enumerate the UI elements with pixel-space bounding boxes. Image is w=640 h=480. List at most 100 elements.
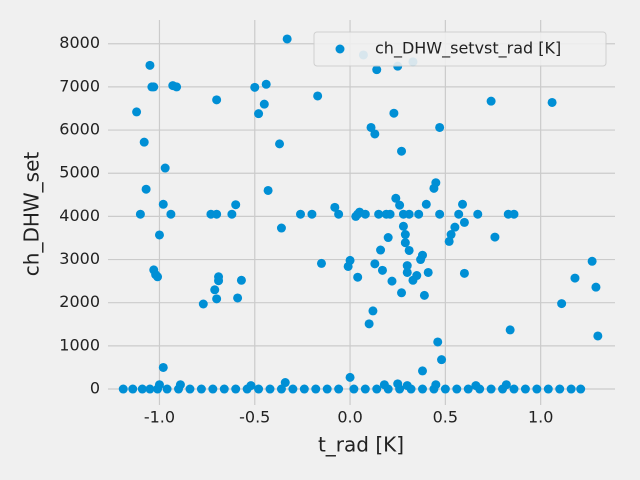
scatter-point [311, 384, 321, 394]
y-tick-label: 5000 [59, 163, 100, 182]
scatter-point [282, 34, 292, 44]
scatter-point [391, 193, 401, 203]
scatter-point [452, 384, 462, 394]
scatter-point [349, 384, 359, 394]
scatter-point [435, 209, 445, 219]
scatter-point [385, 209, 395, 219]
scatter-point [417, 250, 427, 260]
scatter-point [236, 275, 246, 285]
scatter-point [383, 233, 393, 243]
scatter-point [141, 184, 151, 194]
scatter-point [440, 384, 450, 394]
scatter-point [417, 384, 427, 394]
scatter-point [210, 285, 220, 295]
scatter-point [263, 185, 273, 195]
scatter-point [591, 282, 601, 292]
scatter-point [250, 82, 260, 92]
scatter-point [400, 230, 410, 240]
scatter-point [414, 209, 424, 219]
scatter-point [377, 265, 387, 275]
scatter-point [501, 380, 511, 390]
scatter-point [288, 384, 298, 394]
legend-label: ch_DHW_setvst_rad [K] [375, 39, 561, 59]
y-tick-label: 3000 [59, 249, 100, 268]
scatter-point [576, 384, 586, 394]
x-tick-label: -1.0 [144, 408, 175, 427]
scatter-point [254, 384, 264, 394]
scatter-point [265, 384, 275, 394]
scatter-point [334, 384, 344, 394]
scatter-point [175, 380, 185, 390]
scatter-point [154, 380, 164, 390]
scatter-point [233, 293, 243, 303]
scatter-point [437, 355, 447, 365]
scatter-point [214, 272, 224, 282]
scatter-point [259, 99, 269, 109]
scatter-point [431, 178, 441, 188]
scatter-point [231, 384, 241, 394]
y-tick-label: 0 [90, 379, 100, 398]
scatter-point [212, 95, 222, 105]
scatter-point [419, 290, 429, 300]
scatter-point [463, 384, 473, 394]
scatter-point [307, 209, 317, 219]
scatter-point [402, 381, 412, 391]
scatter-point [330, 202, 340, 212]
scatter-point [185, 384, 195, 394]
scatter-point [587, 256, 597, 266]
scatter-point [261, 79, 271, 89]
y-tick-label: 1000 [59, 335, 100, 354]
scatter-point [345, 255, 355, 265]
scatter-point [459, 217, 469, 227]
scatter-point [145, 384, 155, 394]
scatter-point [459, 268, 469, 278]
scatter-point [227, 209, 237, 219]
scatter-point [128, 384, 138, 394]
scatter-point [374, 209, 384, 219]
scatter-point [162, 384, 172, 394]
x-tick-label: 1.0 [528, 408, 553, 427]
legend-box [313, 31, 607, 67]
scatter-point [158, 362, 168, 372]
scatter-point [387, 276, 397, 286]
scatter-point [458, 199, 468, 209]
scatter-point [570, 273, 580, 283]
y-axis-label: ch_DHW_set [20, 152, 44, 277]
scatter-point [299, 384, 309, 394]
scatter-point [454, 209, 464, 219]
scatter-point [376, 245, 386, 255]
y-tick-label: 8000 [59, 33, 100, 52]
scatter-point [275, 139, 285, 149]
scatter-point [509, 384, 519, 394]
scatter-point [364, 319, 374, 329]
scatter-point [444, 236, 454, 246]
scatter-point [316, 258, 326, 268]
scatter-point [402, 261, 412, 271]
scatter-point [360, 384, 370, 394]
scatter-point [135, 209, 145, 219]
scatter-point [433, 337, 443, 347]
scatter-point [379, 380, 389, 390]
scatter-point [118, 384, 128, 394]
scatter-point [149, 82, 159, 92]
scatter-point [471, 381, 481, 391]
scatter-point [198, 299, 208, 309]
scatter-point [393, 379, 403, 389]
scatter-point [412, 271, 422, 281]
scatter-point [486, 384, 496, 394]
scatter-point [543, 384, 553, 394]
scatter-point [372, 65, 382, 75]
scatter-point [132, 107, 142, 117]
scatter-point [402, 267, 412, 277]
scatter-point [404, 245, 414, 255]
scatter-point [296, 209, 306, 219]
scatter-point [276, 223, 286, 233]
scatter-point [473, 209, 483, 219]
scatter-point [322, 384, 332, 394]
scatter-point [450, 222, 460, 232]
x-tick-label: 0.5 [433, 408, 458, 427]
scatter-point [353, 272, 363, 282]
scatter-point [404, 209, 414, 219]
scatter-point [212, 209, 222, 219]
